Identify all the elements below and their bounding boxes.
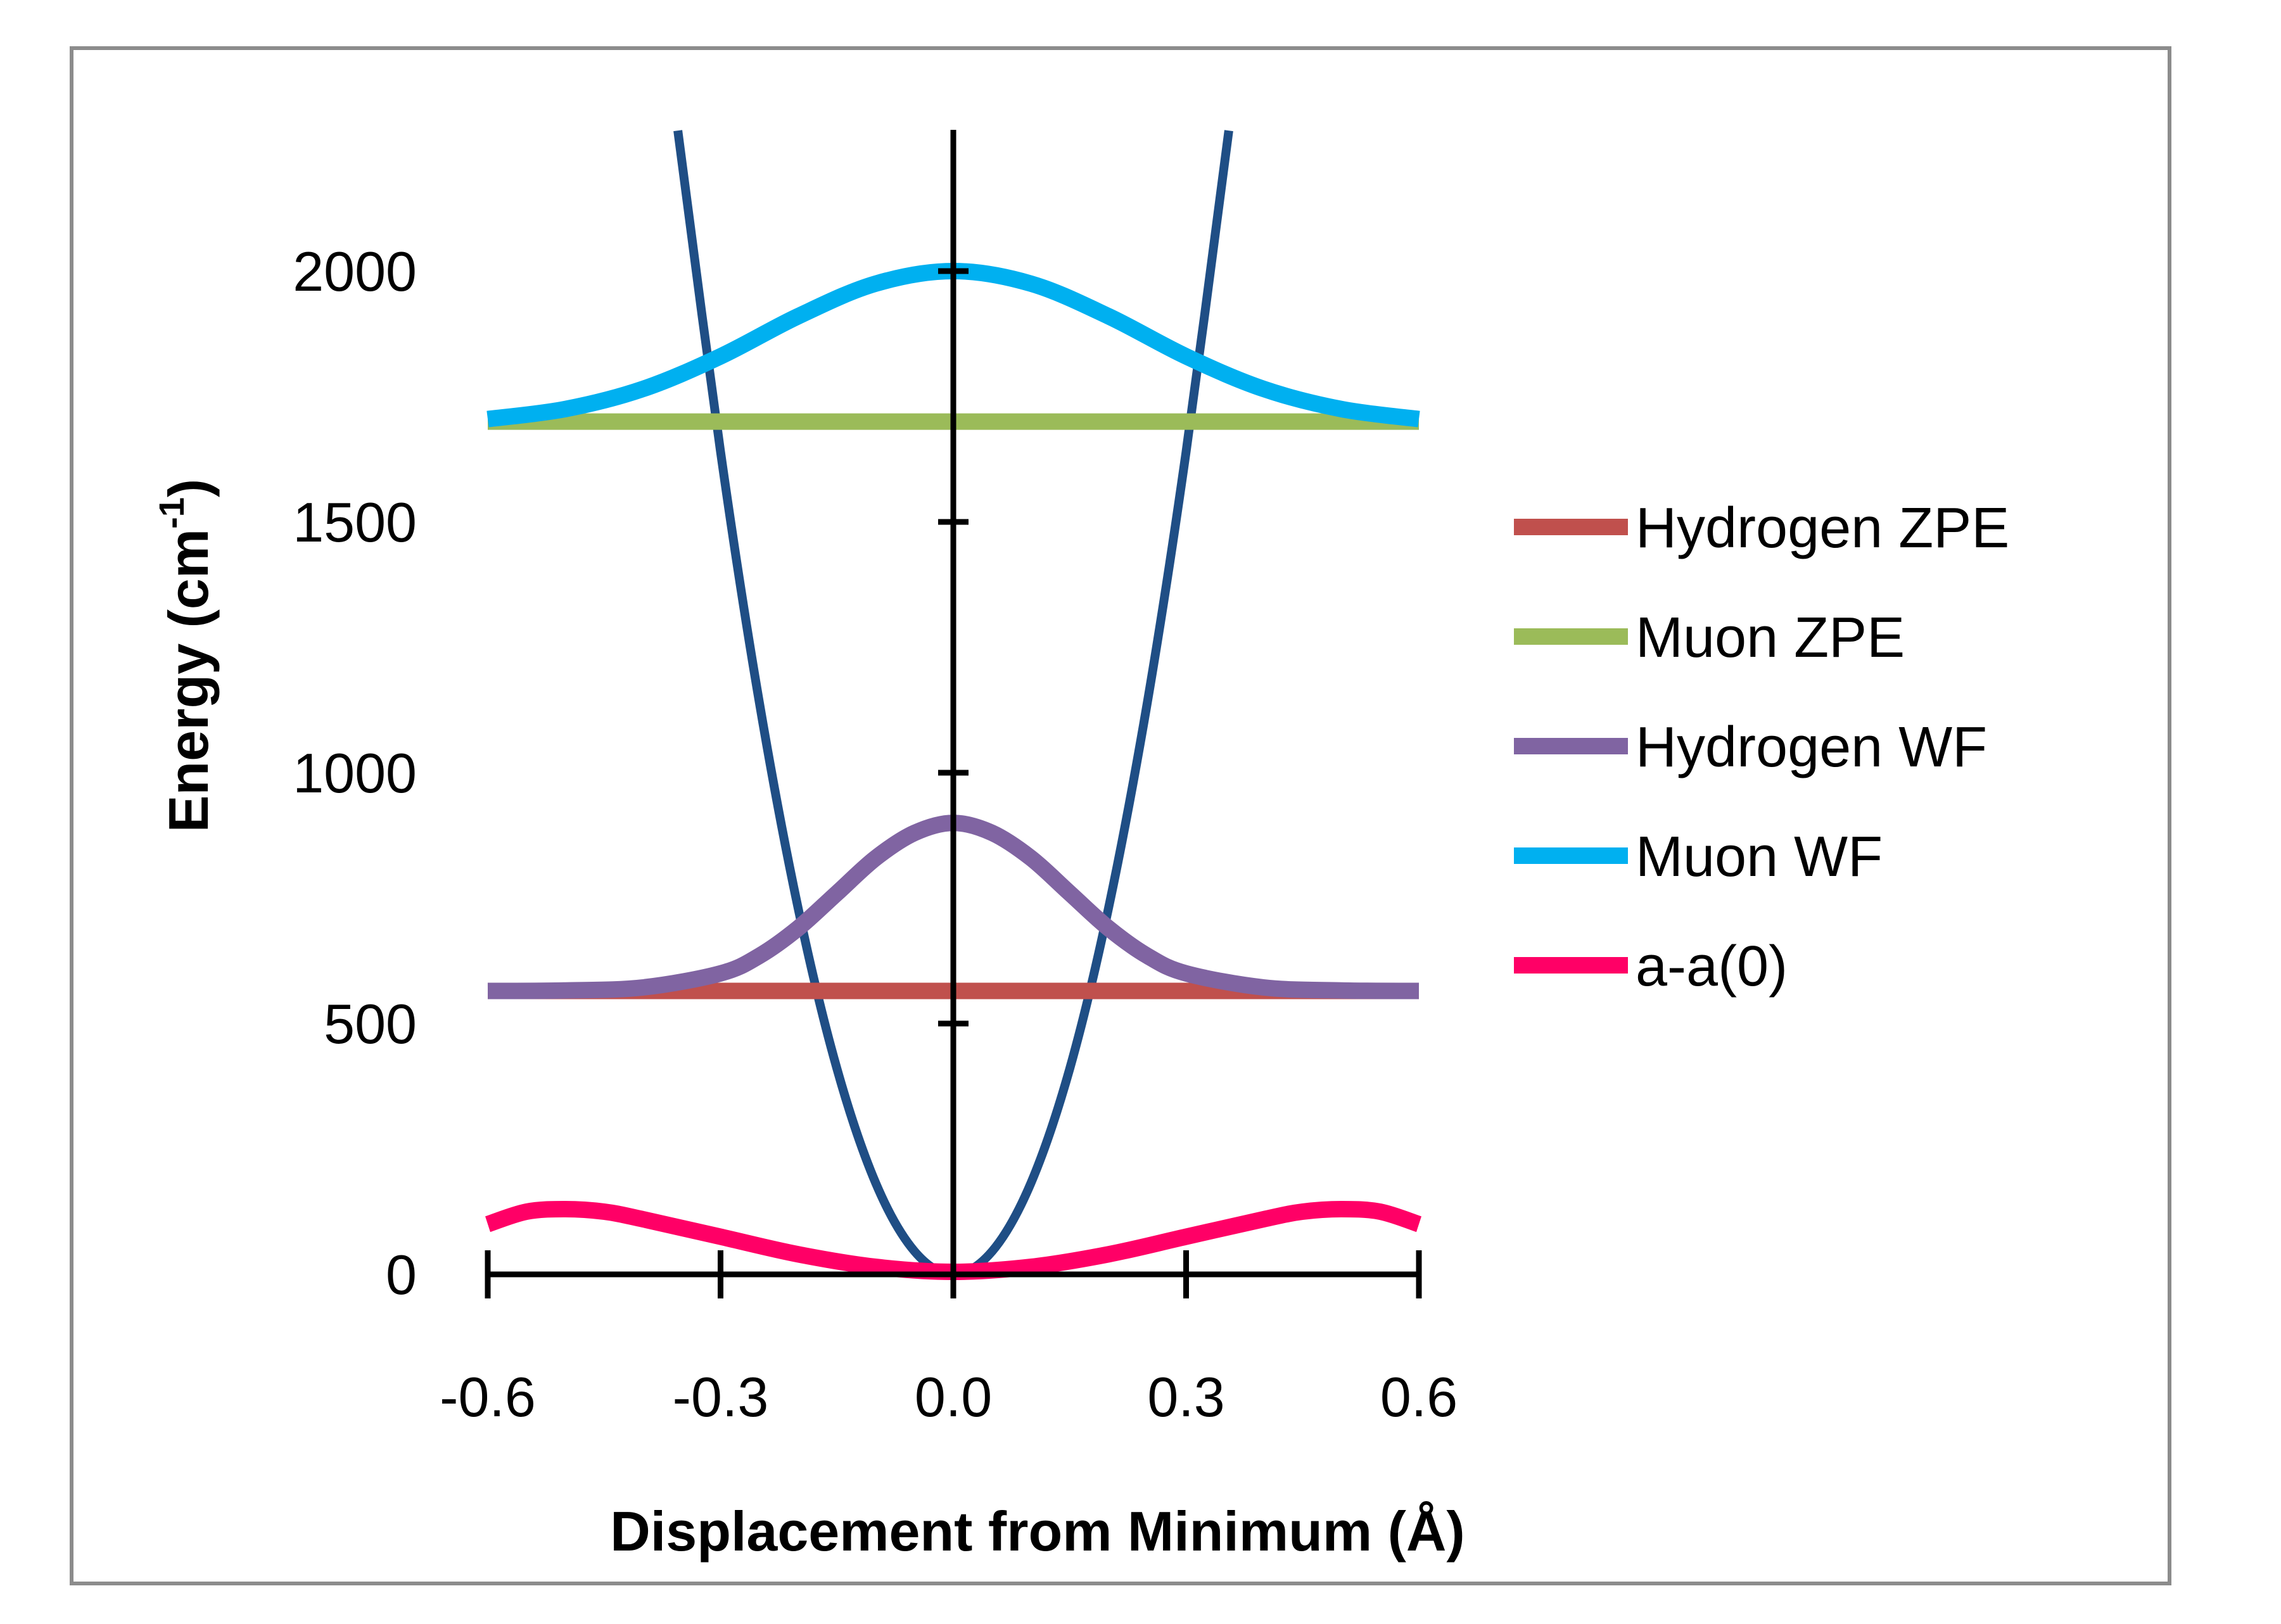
y-tick-label: 1000 xyxy=(293,742,417,804)
y-axis-title: Energy (cm-1) xyxy=(151,479,220,832)
y-tick-label: 0 xyxy=(386,1243,417,1306)
chart-border xyxy=(70,46,2171,1585)
x-tick-label: -0.3 xyxy=(673,1366,769,1428)
legend-label: Hydrogen WF xyxy=(1636,716,1987,779)
y-tick-label: 2000 xyxy=(293,240,417,303)
legend-label: a-a(0) xyxy=(1636,935,1788,998)
legend-item: a-a(0) xyxy=(1514,935,1788,998)
legend-label: Hydrogen ZPE xyxy=(1636,497,2009,560)
y-tick-label: 1500 xyxy=(293,491,417,554)
legend-label: Muon ZPE xyxy=(1636,606,1905,669)
legend-item: Muon ZPE xyxy=(1514,606,1905,669)
tick-labels: 0 500 1000 1500 2000 -0.6 -0.3 0.0 0.3 0.6 xyxy=(293,240,1458,1428)
x-tick-label: 0.0 xyxy=(915,1366,992,1428)
y-axis-title-close: ) xyxy=(157,479,220,497)
x-axis-title: Displacement from Minimum (Å) xyxy=(610,1500,1465,1563)
x-tick-label: 0.6 xyxy=(1380,1366,1458,1428)
x-tick-label: 0.3 xyxy=(1147,1366,1224,1428)
axes xyxy=(485,130,1422,1298)
y-axis-title-main: Energy (cm xyxy=(157,529,220,832)
legend: Hydrogen ZPE Muon ZPE Hydrogen WF Muon WF a-… xyxy=(1514,497,2009,998)
legend-label: Muon WF xyxy=(1636,825,1883,889)
x-tick-label: -0.6 xyxy=(440,1366,536,1428)
legend-item: Muon WF xyxy=(1514,825,1883,889)
y-axis-title-sup: -1 xyxy=(151,497,191,529)
legend-item: Hydrogen ZPE xyxy=(1514,497,2009,560)
y-tick-label: 500 xyxy=(324,993,417,1055)
legend-item: Hydrogen WF xyxy=(1514,716,1987,779)
